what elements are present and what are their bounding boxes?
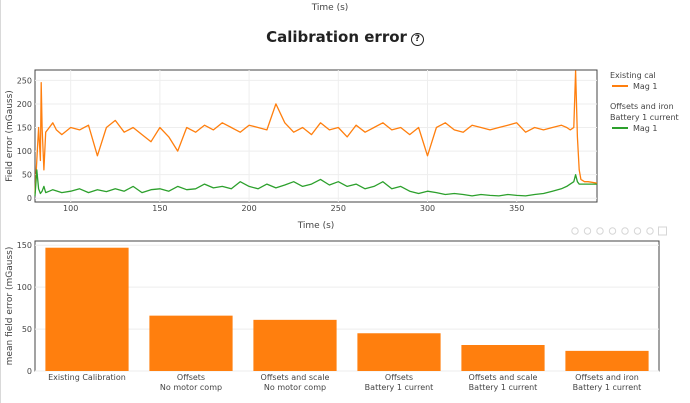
y-tick-label: 0 — [27, 367, 32, 376]
y-tick-label: 250 — [17, 76, 32, 85]
bar-chart-y-ticks: 0 50 100 150 — [17, 241, 32, 376]
legend-group-title: Existing cal — [610, 71, 656, 80]
line-chart-x-ticks: 100 150 200 250 300 350 — [63, 204, 524, 213]
camera-icon[interactable] — [571, 227, 579, 235]
zoom-in-icon[interactable] — [608, 227, 617, 235]
line-chart-plot-area[interactable] — [34, 69, 598, 203]
legend-item-label[interactable]: Mag 1 — [633, 124, 658, 133]
x-tick-label: 150 — [152, 204, 167, 213]
bar-chart-x-ticks: Existing Calibration Offsets No motor comp… — [48, 373, 641, 392]
bar-chart[interactable]: Existing Calibration Offsets No motor comp… — [5, 240, 660, 392]
x-tick-label: 350 — [509, 204, 524, 213]
reset-icon[interactable] — [646, 227, 654, 235]
zoom-out-icon[interactable] — [621, 227, 629, 235]
x-tick-label: 200 — [241, 204, 256, 213]
chart-title-row: Calibration error? — [0, 28, 690, 46]
y-tick-label: 150 — [17, 124, 32, 133]
legend-item-label[interactable]: Mag 1 — [633, 82, 658, 91]
y-tick-label: 0 — [27, 194, 32, 203]
bar-chart-bars — [45, 247, 649, 371]
y-tick-label: 50 — [22, 325, 32, 334]
plotly-logo-icon[interactable] — [658, 226, 667, 236]
y-tick-label: 50 — [22, 171, 32, 180]
x-tick-label: Offsets Battery 1 current — [365, 373, 434, 392]
x-tick-label: Offsets and scale Battery 1 current — [469, 373, 538, 392]
bar-chart-y-title: mean field error (mGauss) — [5, 247, 15, 366]
bar[interactable] — [253, 319, 337, 371]
y-tick-label: 150 — [17, 241, 32, 250]
top-axis-title: Time (s) — [311, 3, 349, 13]
series-line-2 — [34, 169, 597, 197]
legend-group-title: Offsets and iron — [610, 102, 674, 111]
page-edge — [0, 0, 1, 403]
legend: Existing cal Mag 1 Offsets and iron Battery… — [610, 71, 679, 133]
line-chart-y-title: Field error (mGauss) — [5, 90, 15, 182]
legend-group-title: Battery 1 current — [610, 113, 679, 122]
autoscale-icon[interactable] — [633, 227, 642, 235]
line-chart-grid — [35, 70, 597, 202]
x-tick-label: Offsets and scale No motor comp — [261, 373, 330, 392]
chart-title: Calibration error — [266, 28, 407, 46]
help-icon[interactable]: ? — [410, 33, 424, 46]
line-chart[interactable]: 100 150 200 250 300 350 0 50 100 150 200 250 Time … — [5, 69, 598, 231]
x-tick-label: 100 — [63, 204, 78, 213]
zoom-icon[interactable] — [583, 227, 592, 235]
series-line-1 — [34, 70, 598, 194]
modebar — [571, 226, 667, 236]
y-tick-label: 100 — [17, 283, 32, 292]
x-tick-label: 300 — [420, 204, 435, 213]
bar[interactable] — [461, 345, 545, 371]
pan-icon[interactable] — [596, 227, 604, 235]
line-chart-series — [34, 70, 598, 197]
bar[interactable] — [565, 350, 649, 371]
y-tick-label: 200 — [17, 100, 32, 109]
bar[interactable] — [357, 333, 441, 371]
bar-chart-grid — [35, 244, 659, 372]
bar[interactable] — [149, 315, 233, 371]
bar[interactable] — [45, 247, 129, 371]
x-tick-label: Existing Calibration — [48, 373, 126, 382]
x-tick-label: Offsets and iron Battery 1 current — [573, 373, 642, 392]
x-tick-label: 250 — [331, 204, 346, 213]
line-chart-x-title: Time (s) — [297, 221, 335, 231]
y-tick-label: 100 — [17, 147, 32, 156]
bar-chart-plot-area[interactable] — [34, 240, 660, 372]
line-chart-y-ticks: 0 50 100 150 200 250 — [17, 76, 32, 203]
x-tick-label: Offsets No motor comp — [160, 373, 222, 392]
